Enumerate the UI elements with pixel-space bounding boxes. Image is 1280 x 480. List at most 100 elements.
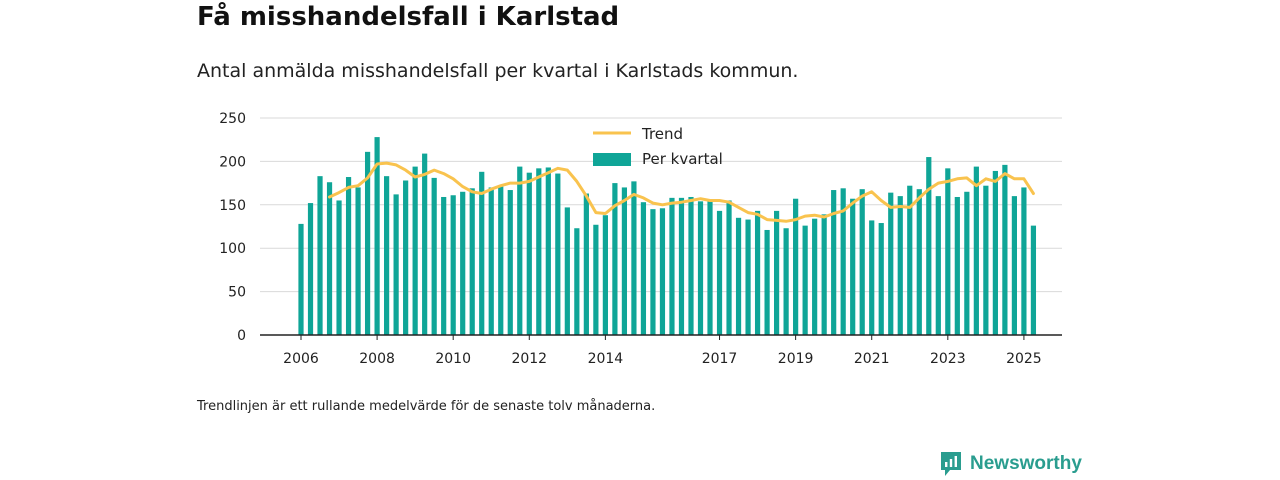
bar (460, 191, 466, 335)
chart-subtitle: Antal anmälda misshandelsfall per kvarta… (197, 60, 799, 82)
bar (659, 208, 666, 335)
x-tick-label: 2012 (511, 351, 547, 367)
bar (907, 185, 913, 335)
bar (307, 203, 314, 335)
x-tick-label: 2025 (1006, 351, 1042, 367)
bar (697, 201, 704, 335)
bar (583, 193, 589, 335)
trend-line (328, 161, 1035, 223)
legend-trend-label: Trend (641, 125, 683, 143)
bar (821, 214, 827, 335)
bar (431, 177, 437, 335)
bar (793, 198, 799, 335)
bar (1021, 187, 1027, 335)
axes: 0 50 100 150 200 250 2006 2008 2010 2012 2014 2017 2… (219, 111, 1062, 367)
bars (298, 137, 1037, 335)
x-tick-label: 2023 (930, 351, 966, 367)
bar (479, 171, 485, 335)
bar (422, 153, 428, 335)
x-tick-label: 2014 (588, 351, 624, 367)
bar (574, 228, 580, 335)
bar (840, 188, 846, 335)
bar (897, 196, 903, 335)
bar (469, 188, 475, 335)
bar (812, 218, 818, 335)
bar (926, 157, 932, 335)
y-tick-label: 150 (219, 198, 246, 214)
bar (945, 168, 951, 335)
bar (298, 223, 304, 335)
bar (992, 170, 998, 335)
y-tick-label: 0 (237, 328, 246, 344)
bar (754, 210, 761, 335)
bar (973, 166, 979, 335)
y-tick-label: 250 (219, 111, 246, 127)
bar (555, 173, 561, 335)
y-tick-label: 100 (219, 241, 246, 257)
y-tick-label: 200 (219, 154, 246, 170)
x-tick-label: 2021 (854, 351, 890, 367)
bar (888, 192, 894, 335)
bar (688, 196, 694, 335)
bar (774, 210, 780, 335)
bar (631, 181, 637, 335)
bar (526, 172, 532, 335)
bar (564, 207, 570, 335)
brand-name: Newsworthy (970, 453, 1082, 474)
x-tick-label: 2017 (702, 351, 738, 367)
x-tick-label: 2006 (283, 351, 319, 367)
bar (878, 223, 884, 335)
bar (488, 187, 494, 335)
trend-line-group (328, 161, 1035, 223)
bar (441, 196, 447, 335)
bar (517, 166, 523, 335)
bar (593, 224, 599, 335)
bar (536, 168, 542, 335)
bar (983, 185, 989, 335)
bar (640, 202, 647, 335)
bar (355, 187, 361, 335)
bar (735, 217, 742, 335)
misshandel-chart: 0 50 100 150 200 250 2006 2008 2010 2012 2014 2017 2… (219, 111, 1062, 367)
bar (707, 201, 713, 335)
bar (498, 186, 504, 335)
bar (621, 187, 628, 335)
newsworthy-icon (941, 452, 961, 476)
bar (384, 176, 390, 335)
legend-bar-swatch (593, 153, 631, 166)
bar (716, 210, 723, 335)
bar (374, 137, 380, 335)
bar (393, 194, 399, 335)
bar (545, 167, 551, 335)
bar (831, 190, 837, 335)
bar (764, 229, 770, 335)
bar (935, 196, 941, 335)
bar (412, 166, 418, 335)
bar (726, 200, 732, 335)
bar (403, 180, 409, 335)
bar (336, 200, 342, 335)
bar (859, 189, 865, 335)
bar (364, 151, 371, 335)
bar (450, 195, 456, 335)
footnote: Trendlinjen är ett rullande medelvärde f… (197, 399, 656, 414)
bar (612, 183, 618, 335)
bar (745, 219, 751, 335)
bar (1011, 196, 1017, 335)
bar (916, 189, 922, 335)
legend: Trend Per kvartal (593, 125, 723, 168)
bar (964, 191, 970, 335)
bar (954, 196, 960, 335)
bar (650, 209, 656, 335)
bar (1002, 164, 1008, 335)
y-tick-label: 50 (228, 285, 246, 301)
legend-bar-label: Per kvartal (642, 150, 723, 168)
bar (783, 228, 789, 335)
chart-title: Få misshandelsfall i Karlstad (197, 2, 620, 32)
bar (326, 182, 333, 335)
bar (507, 190, 513, 335)
bar (345, 177, 352, 335)
bar (850, 198, 856, 335)
x-tick-label: 2019 (778, 351, 814, 367)
bar (869, 220, 875, 335)
